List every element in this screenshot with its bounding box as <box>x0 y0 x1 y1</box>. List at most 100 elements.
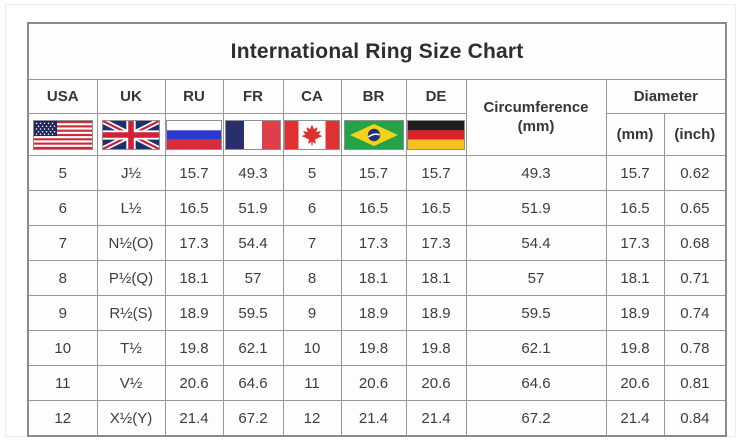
column-header-ru: RU <box>164 79 224 114</box>
table-cell: 0.84 <box>663 400 727 437</box>
table-cell: 16.5 <box>405 190 467 226</box>
table-cell: 11 <box>282 365 342 401</box>
table-cell: L½ <box>96 190 166 226</box>
table-cell: 18.1 <box>605 260 665 296</box>
table-cell: 59.5 <box>465 295 607 331</box>
table-cell: 51.9 <box>465 190 607 226</box>
table-cell: 19.8 <box>405 330 467 366</box>
table-cell: 16.5 <box>340 190 407 226</box>
table-cell: 0.78 <box>663 330 727 366</box>
table-cell: 5 <box>27 155 98 191</box>
table-row: 12 X½(Y) 21.4 67.2 12 21.4 21.4 67.2 21.4 0.84 <box>27 400 727 437</box>
table-cell: 20.6 <box>340 365 407 401</box>
table-cell: 18.9 <box>605 295 665 331</box>
flag-row: (mm) (inch) <box>27 113 727 156</box>
table-cell: 9 <box>282 295 342 331</box>
table-cell: 18.1 <box>164 260 224 296</box>
table-row: 5 J½ 15.7 49.3 5 15.7 15.7 49.3 15.7 0.62 <box>27 155 727 191</box>
column-header-br: BR <box>340 79 407 114</box>
flag-cell-ca <box>282 113 342 156</box>
table-row: 11 V½ 20.6 64.6 11 20.6 20.6 64.6 20.6 0.81 <box>27 365 727 401</box>
title-cell: International Ring Size Chart <box>27 22 727 80</box>
table-cell: 12 <box>282 400 342 437</box>
fr-flag-icon <box>225 119 281 150</box>
flag-cell-fr <box>222 113 284 156</box>
circumference-unit: (mm) <box>517 117 555 135</box>
table-cell: 15.7 <box>605 155 665 191</box>
table-cell: 10 <box>282 330 342 366</box>
table-cell: 7 <box>27 225 98 261</box>
diameter-unit-inch: (inch) <box>663 113 727 156</box>
table-cell: 15.7 <box>340 155 407 191</box>
ca-flag-icon <box>284 119 340 150</box>
br-flag-icon <box>343 119 404 150</box>
column-header-ca: CA <box>282 79 342 114</box>
table-cell: N½(O) <box>96 225 166 261</box>
table-cell: 17.3 <box>405 225 467 261</box>
table-cell: P½(Q) <box>96 260 166 296</box>
table-cell: X½(Y) <box>96 400 166 437</box>
table-cell: 5 <box>282 155 342 191</box>
table-cell: 0.62 <box>663 155 727 191</box>
table-cell: T½ <box>96 330 166 366</box>
table-cell: 15.7 <box>405 155 467 191</box>
table-cell: 54.4 <box>222 225 284 261</box>
table-cell: 6 <box>27 190 98 226</box>
table-cell: 64.6 <box>465 365 607 401</box>
flag-cell-br <box>340 113 407 156</box>
table-cell: 67.2 <box>222 400 284 437</box>
table-cell: 21.4 <box>340 400 407 437</box>
table-cell: 54.4 <box>465 225 607 261</box>
flag-cell-usa <box>27 113 98 156</box>
table-cell: 62.1 <box>222 330 284 366</box>
page-title: International Ring Size Chart <box>230 39 524 63</box>
table-cell: V½ <box>96 365 166 401</box>
table-cell: 49.3 <box>465 155 607 191</box>
table-cell: 18.9 <box>405 295 467 331</box>
table-cell: 0.74 <box>663 295 727 331</box>
column-header-usa: USA <box>27 79 98 114</box>
table-cell: 19.8 <box>164 330 224 366</box>
table-cell: 12 <box>27 400 98 437</box>
table-cell: 17.3 <box>605 225 665 261</box>
table-cell: J½ <box>96 155 166 191</box>
flag-cell-uk <box>96 113 166 156</box>
table-cell: 0.68 <box>663 225 727 261</box>
column-header-fr: FR <box>222 79 284 114</box>
table-cell: 57 <box>222 260 284 296</box>
table-cell: 0.71 <box>663 260 727 296</box>
table-body: 5 J½ 15.7 49.3 5 15.7 15.7 49.3 15.7 0.62 6 L½ 16.5 5… <box>27 155 727 437</box>
column-header-de: DE <box>405 79 467 114</box>
table-cell: 11 <box>27 365 98 401</box>
table-row: 7 N½(O) 17.3 54.4 7 17.3 17.3 54.4 17.3 0.68 <box>27 225 727 261</box>
table-cell: 8 <box>27 260 98 296</box>
table-cell: 59.5 <box>222 295 284 331</box>
table-cell: R½(S) <box>96 295 166 331</box>
table-cell: 49.3 <box>222 155 284 191</box>
table-cell: 0.65 <box>663 190 727 226</box>
column-header-diameter: Diameter <box>605 79 727 114</box>
ring-size-chart-table: International Ring Size Chart USA UK RU … <box>27 22 728 437</box>
title-row: International Ring Size Chart <box>27 22 727 80</box>
table-cell: 7 <box>282 225 342 261</box>
table-row: 8 P½(Q) 18.1 57 8 18.1 18.1 57 18.1 0.71 <box>27 260 727 296</box>
table-cell: 67.2 <box>465 400 607 437</box>
column-header-circumference: Circumference (mm) <box>465 79 607 156</box>
table-row: 10 T½ 19.8 62.1 10 19.8 19.8 62.1 19.8 0.78 <box>27 330 727 366</box>
usa-flag-icon <box>32 119 93 150</box>
ru-flag-icon <box>166 119 222 150</box>
table-cell: 9 <box>27 295 98 331</box>
table-row: 6 L½ 16.5 51.9 6 16.5 16.5 51.9 16.5 0.65 <box>27 190 727 226</box>
table-cell: 20.6 <box>405 365 467 401</box>
uk-flag-icon <box>102 119 160 150</box>
table-cell: 8 <box>282 260 342 296</box>
table-cell: 16.5 <box>164 190 224 226</box>
table-cell: 18.9 <box>164 295 224 331</box>
table-cell: 15.7 <box>164 155 224 191</box>
column-header-uk: UK <box>96 79 166 114</box>
flag-cell-de <box>405 113 467 156</box>
table-cell: 0.81 <box>663 365 727 401</box>
table-cell: 62.1 <box>465 330 607 366</box>
table-cell: 17.3 <box>164 225 224 261</box>
table-cell: 51.9 <box>222 190 284 226</box>
